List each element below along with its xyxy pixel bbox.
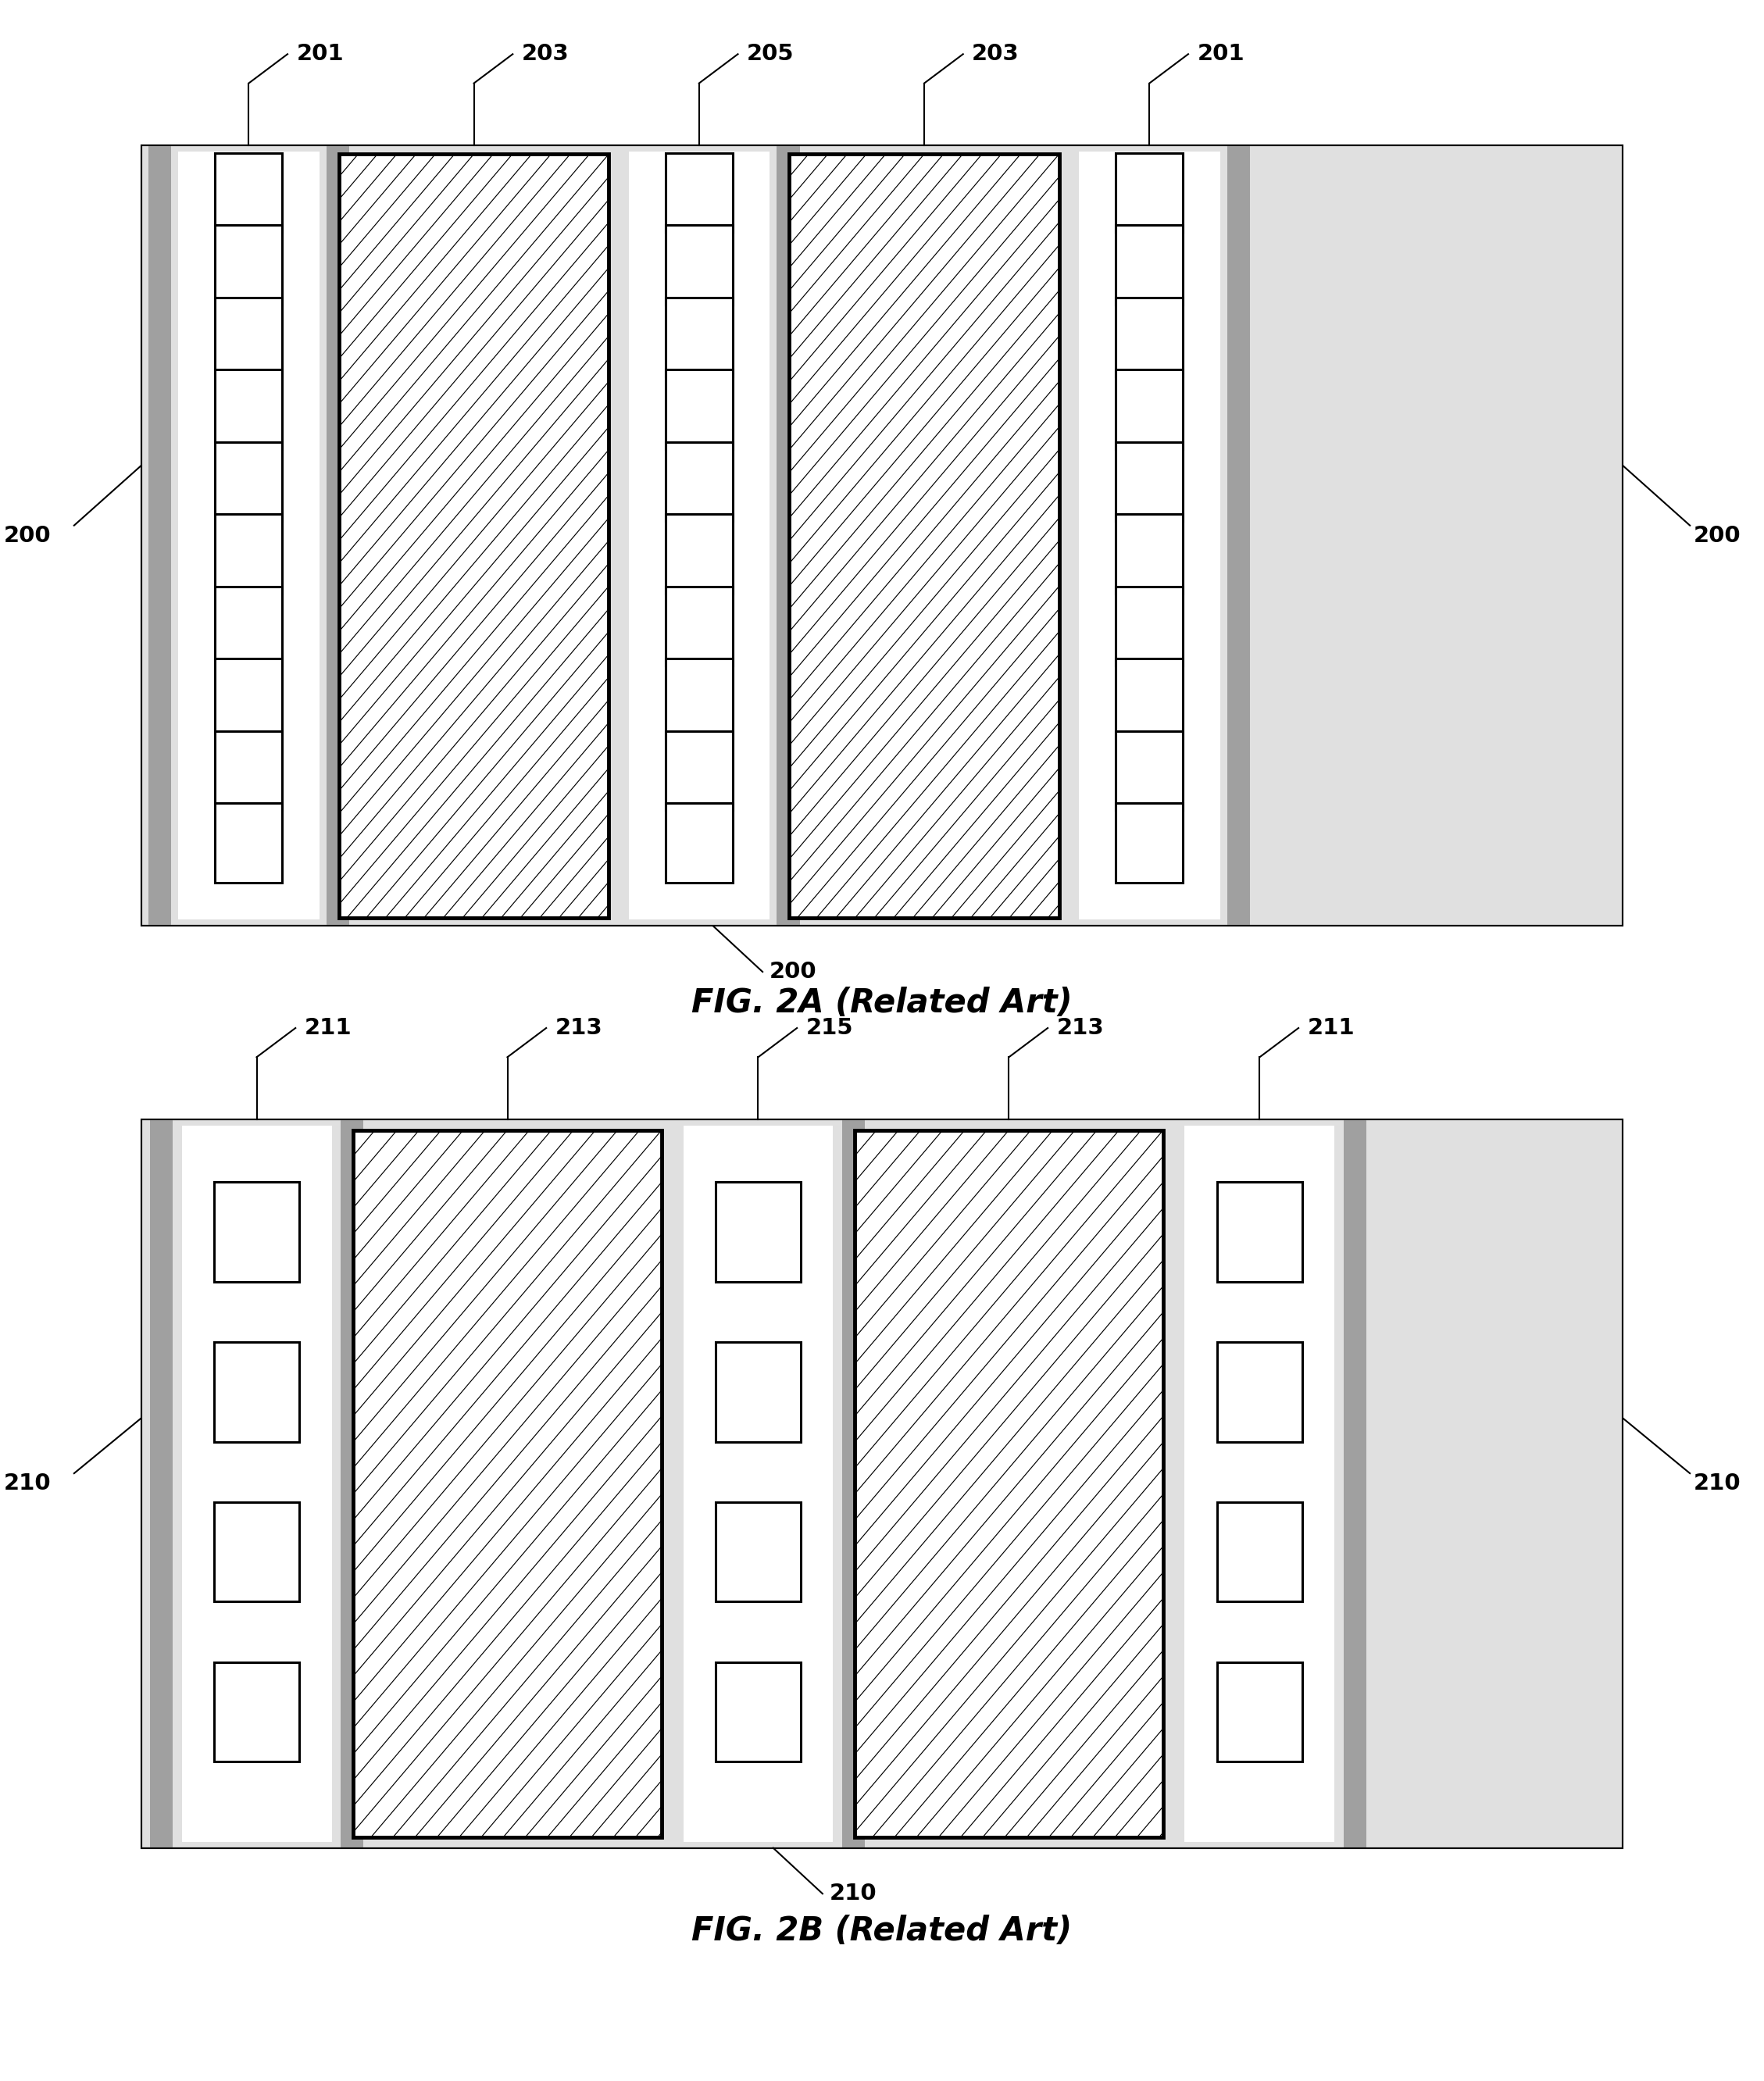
Text: 211: 211 [1307,1018,1355,1038]
Bar [215,225,282,304]
Bar [182,1126,332,1842]
Bar [215,1182,300,1282]
Bar [1080,152,1221,920]
Bar [716,1502,801,1602]
Bar [141,1120,1623,1848]
Bar [215,154,282,233]
Bar [789,154,1058,918]
Text: 203: 203 [972,44,1020,65]
Bar [683,1126,833,1842]
Bar [340,1120,363,1848]
Bar [789,154,1058,918]
Bar [1117,803,1184,882]
Bar [665,225,732,304]
Text: 211: 211 [305,1018,351,1038]
Bar [353,1130,662,1838]
Bar [1117,441,1184,520]
Bar [339,154,609,918]
Bar [716,1342,801,1442]
Bar [1117,660,1184,739]
Text: 203: 203 [522,44,570,65]
Bar [141,1120,1623,1848]
Bar [716,1182,801,1282]
Bar [148,146,171,926]
Bar [1185,1126,1335,1842]
Bar [215,1663,300,1763]
Bar [1217,1663,1302,1763]
Bar [776,146,799,926]
Text: 215: 215 [806,1018,854,1038]
Text: 213: 213 [556,1018,603,1038]
Bar [1117,225,1184,304]
Bar [141,146,1623,926]
Bar [1217,1182,1302,1282]
Bar [1117,154,1184,233]
Bar [215,803,282,882]
Text: 205: 205 [746,44,794,65]
Bar [665,587,732,666]
Bar [178,152,319,920]
Bar [215,730,282,810]
Bar [1228,146,1251,926]
Bar [1117,298,1184,377]
Bar [854,1130,1162,1838]
Text: 201: 201 [1198,44,1244,65]
Bar [215,441,282,520]
Bar [665,298,732,377]
Bar [1344,1120,1367,1848]
Bar [1217,1342,1302,1442]
Bar [215,587,282,666]
Text: 200: 200 [1693,524,1741,547]
Bar [1217,1502,1302,1602]
Bar [628,152,769,920]
Text: FIG. 2A (Related Art): FIG. 2A (Related Art) [691,986,1073,1020]
Bar [215,1342,300,1442]
Text: FIG. 2B (Related Art): FIG. 2B (Related Art) [691,1915,1073,1948]
Text: 201: 201 [296,44,344,65]
Bar [665,154,732,233]
Text: 200: 200 [769,961,817,982]
Bar [665,730,732,810]
Bar [1117,730,1184,810]
Bar [353,1130,662,1838]
Bar [1117,370,1184,449]
Bar [854,1130,1162,1838]
Bar [716,1663,801,1763]
Text: 210: 210 [829,1883,877,1904]
Bar [665,803,732,882]
Bar [665,660,732,739]
Text: 210: 210 [4,1473,51,1494]
Bar [215,660,282,739]
Bar [215,298,282,377]
Bar [1117,587,1184,666]
Bar [841,1120,864,1848]
Bar [326,146,349,926]
Text: 213: 213 [1057,1018,1104,1038]
Text: 200: 200 [4,524,51,547]
Bar [215,514,282,593]
Bar [141,146,1623,926]
Bar [215,1502,300,1602]
Bar [665,441,732,520]
Bar [215,370,282,449]
Bar [1117,514,1184,593]
Bar [150,1120,173,1848]
Bar [339,154,609,918]
Bar [665,514,732,593]
Text: 210: 210 [1693,1473,1741,1494]
Bar [665,370,732,449]
